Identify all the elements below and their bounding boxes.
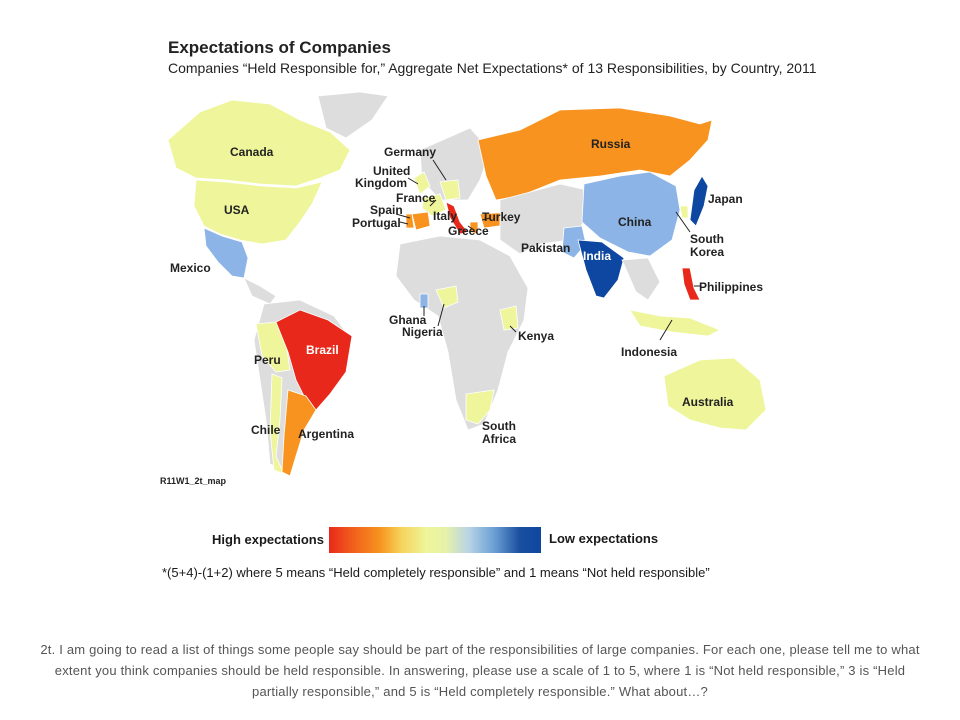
country-india bbox=[577, 239, 625, 299]
map-code: R11W1_2t_map bbox=[160, 476, 227, 486]
country-japan bbox=[689, 175, 709, 227]
southeast-asia-region bbox=[621, 257, 661, 301]
label-south-korea-line1: South bbox=[690, 232, 724, 246]
country-south-africa bbox=[465, 389, 495, 425]
label-uk-line1: United bbox=[373, 164, 410, 178]
label-ghana: Ghana bbox=[389, 313, 427, 327]
label-indonesia: Indonesia bbox=[621, 345, 677, 359]
label-chile: Chile bbox=[251, 423, 281, 437]
label-canada: Canada bbox=[230, 145, 274, 159]
country-philippines bbox=[681, 267, 701, 301]
label-south-africa-line1: South bbox=[482, 419, 516, 433]
label-south-korea-line2: Korea bbox=[690, 245, 724, 259]
chart-title: Expectations of Companies bbox=[168, 38, 391, 57]
label-usa: USA bbox=[224, 203, 250, 217]
label-argentina: Argentina bbox=[298, 427, 354, 441]
country-germany bbox=[439, 179, 461, 201]
label-china: China bbox=[618, 215, 652, 229]
country-australia bbox=[663, 357, 767, 431]
country-indonesia bbox=[629, 309, 721, 337]
label-turkey: Turkey bbox=[482, 210, 521, 224]
country-spain bbox=[411, 211, 431, 231]
label-india: India bbox=[583, 249, 611, 263]
country-italy bbox=[445, 201, 469, 235]
label-greece: Greece bbox=[448, 224, 489, 238]
chart-subtitle: Companies “Held Responsible for,” Aggreg… bbox=[168, 60, 817, 76]
country-kenya bbox=[499, 305, 519, 331]
label-portugal: Portugal bbox=[352, 216, 401, 230]
label-brazil: Brazil bbox=[306, 343, 339, 357]
legend-low-label: Low expectations bbox=[549, 531, 659, 546]
label-australia: Australia bbox=[682, 395, 734, 409]
label-nigeria: Nigeria bbox=[402, 325, 443, 339]
label-mexico: Mexico bbox=[170, 261, 211, 275]
label-uk-line2: Kingdom bbox=[355, 176, 407, 190]
world-map: Canada USA Mexico Germany United Kingdom… bbox=[167, 91, 767, 477]
label-pakistan: Pakistan bbox=[521, 241, 570, 255]
label-south-africa-line2: Africa bbox=[482, 432, 516, 446]
label-france: France bbox=[396, 191, 436, 205]
country-france bbox=[421, 193, 447, 217]
country-ghana bbox=[419, 293, 429, 309]
country-china bbox=[581, 171, 681, 257]
legend-color-scale bbox=[329, 527, 541, 553]
label-italy: Italy bbox=[433, 209, 457, 223]
greenland-region bbox=[317, 91, 389, 139]
country-greece bbox=[469, 221, 479, 235]
country-pakistan bbox=[561, 225, 587, 259]
label-philippines: Philippines bbox=[699, 280, 763, 294]
footnote: *(5+4)-(1+2) where 5 means “Held complet… bbox=[162, 565, 710, 580]
label-spain: Spain bbox=[370, 203, 403, 217]
label-kenya: Kenya bbox=[518, 329, 554, 343]
label-peru: Peru bbox=[254, 353, 281, 367]
label-germany: Germany bbox=[384, 145, 436, 159]
label-japan: Japan bbox=[708, 192, 743, 206]
country-usa bbox=[193, 179, 323, 245]
country-chile bbox=[269, 373, 285, 475]
country-canada bbox=[167, 99, 351, 187]
central-america-region bbox=[243, 277, 277, 305]
country-argentina bbox=[281, 389, 317, 477]
country-uk bbox=[413, 171, 431, 195]
country-nigeria bbox=[435, 285, 459, 309]
label-russia: Russia bbox=[591, 137, 631, 151]
survey-question: 2t. I am going to read a list of things … bbox=[40, 642, 920, 699]
legend-high-label: High expectations bbox=[212, 532, 324, 547]
country-south-korea bbox=[679, 205, 689, 219]
country-brazil bbox=[275, 309, 353, 411]
